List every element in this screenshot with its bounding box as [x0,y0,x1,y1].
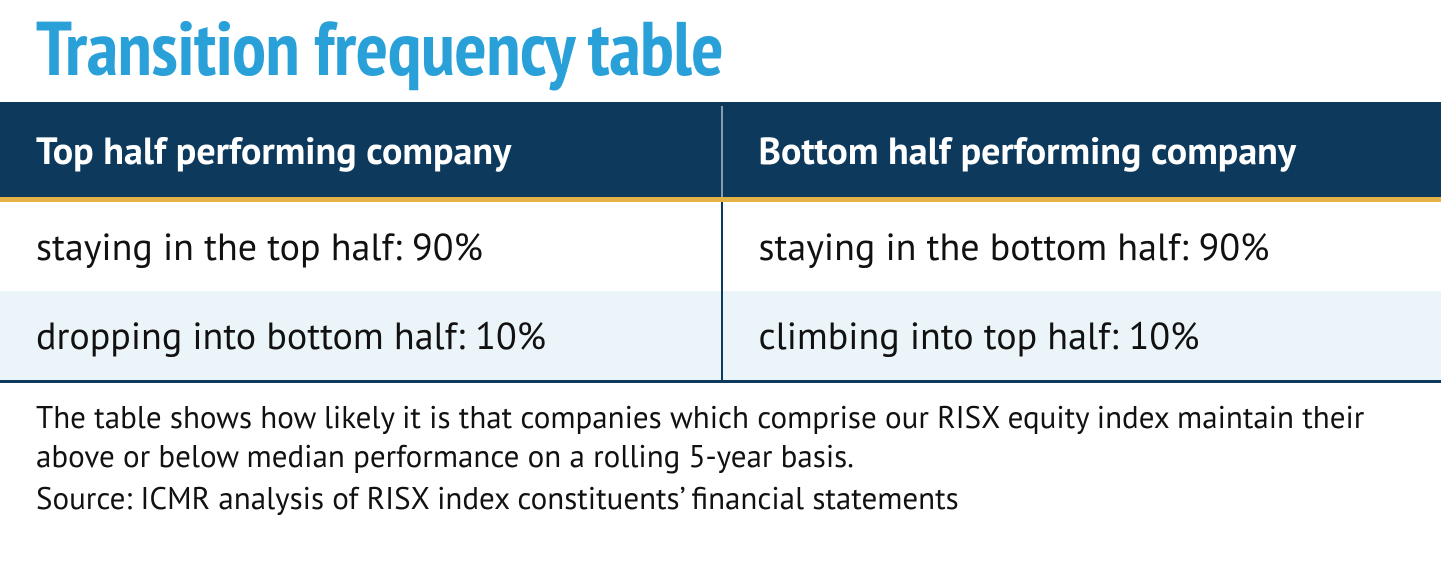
table-row: dropping into bottom half: 10% climbing … [0,291,1441,380]
table-header-cell-bottom-half: Bottom half performing company [721,106,1441,197]
table-cell: staying in the top half: 90% [0,202,721,291]
transition-table: Top half performing company Bottom half … [0,102,1441,383]
figure-title: Transition frequency table [0,0,1441,102]
table-cell: climbing into top half: 10% [721,291,1441,380]
table-row: staying in the top half: 90% staying in … [0,202,1441,291]
figure-caption: The table shows how likely it is that co… [0,383,1441,518]
table-cell: dropping into bottom half: 10% [0,291,721,380]
table-header-row: Top half performing company Bottom half … [0,106,1441,202]
table-cell: staying in the bottom half: 90% [721,202,1441,291]
caption-source: Source: ICMR analysis of RISX index cons… [36,478,1405,518]
figure-container: Transition frequency table Top half perf… [0,0,1441,518]
caption-description: The table shows how likely it is that co… [36,397,1405,476]
table-header-cell-top-half: Top half performing company [0,106,721,197]
